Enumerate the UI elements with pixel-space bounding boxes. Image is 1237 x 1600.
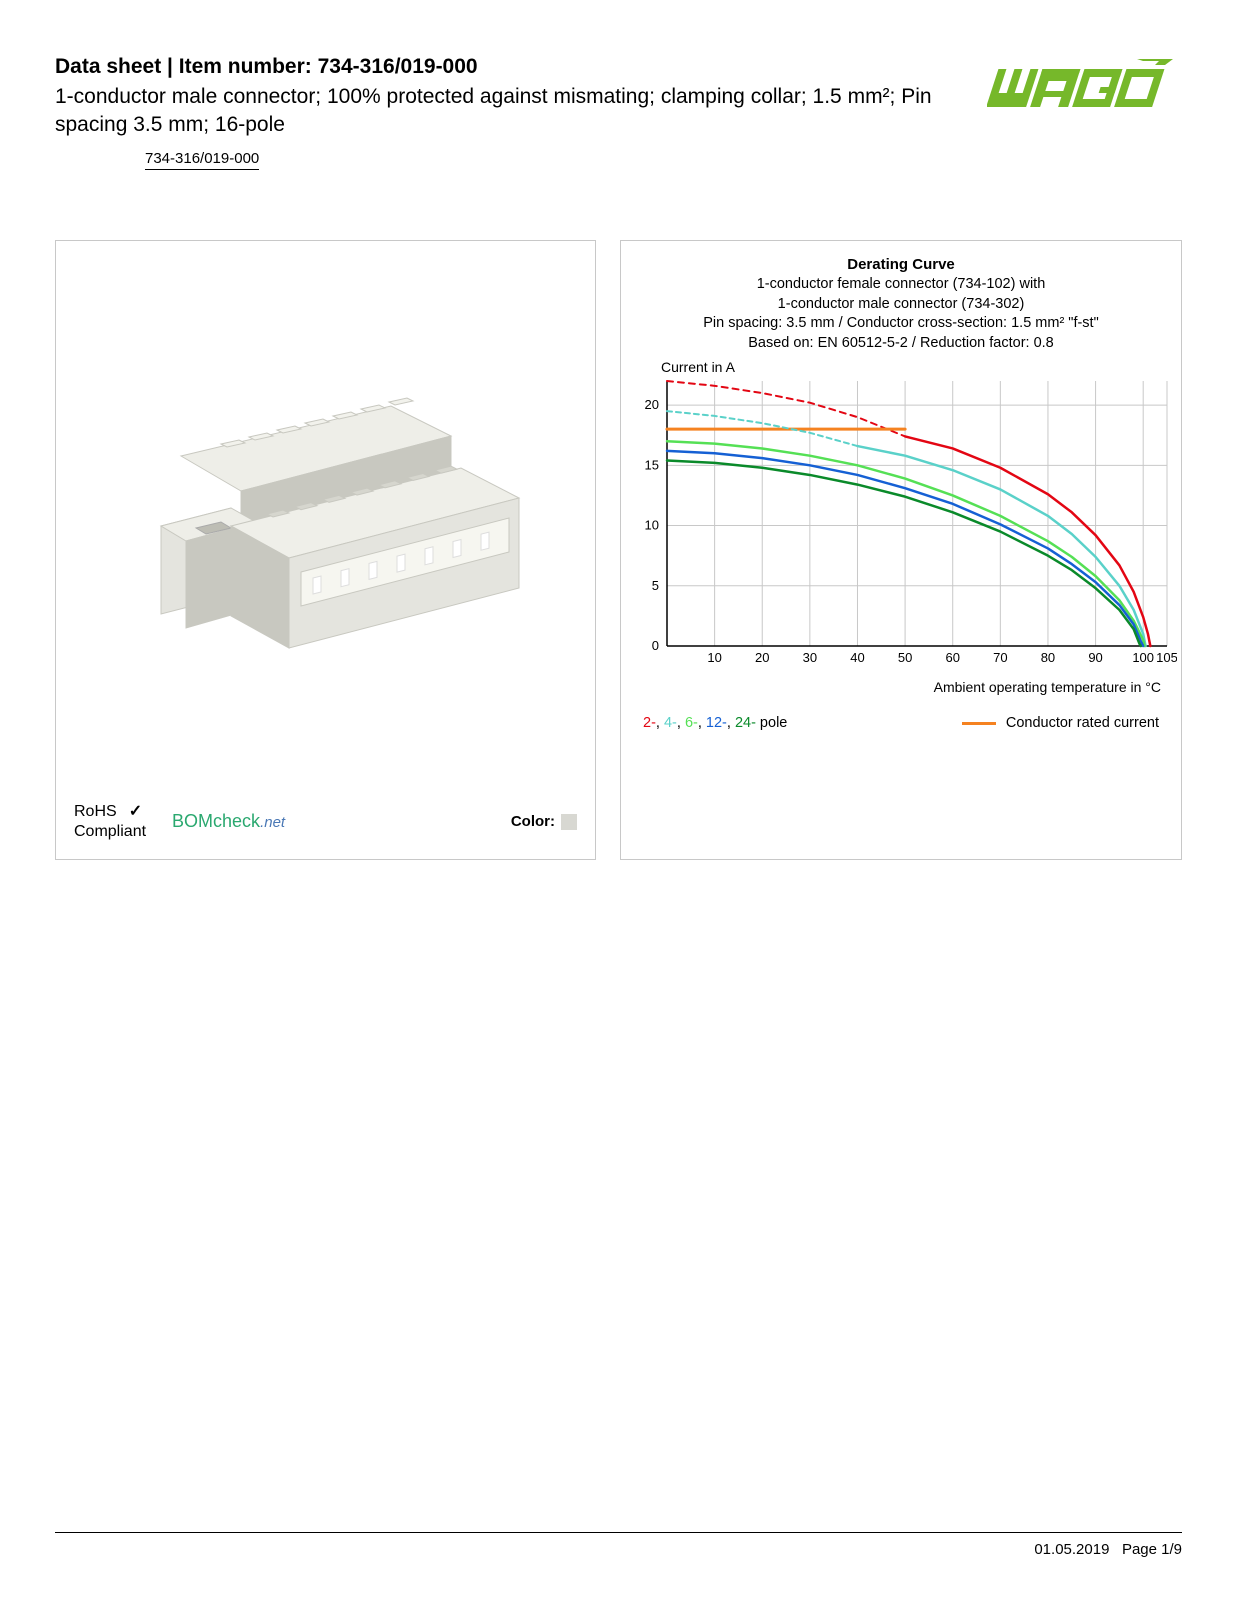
svg-text:40: 40 [850,650,864,665]
svg-text:20: 20 [645,397,659,412]
svg-text:60: 60 [945,650,959,665]
svg-text:15: 15 [645,458,659,473]
panels-row: RoHS ✓ Compliant BOMcheck.net Color: Dera… [55,240,1182,860]
chart-panel: Derating Curve 1-conductor female connec… [620,240,1182,860]
svg-text:0: 0 [652,638,659,653]
color-indicator: Color: [511,813,577,830]
chart-sub3: Pin spacing: 3.5 mm / Conductor cross-se… [635,314,1167,334]
rohs-compliant-label: RoHS ✓ Compliant [74,802,146,840]
chart-sub1: 1-conductor female connector (734-102) w… [635,275,1167,295]
product-image [74,259,577,793]
svg-text:50: 50 [898,650,912,665]
svg-text:70: 70 [993,650,1007,665]
title-prefix: Data sheet [55,55,161,78]
legend-rated-text: Conductor rated current [1006,715,1159,731]
bomcheck-link[interactable]: BOMcheck.net [172,811,285,832]
svg-text:20: 20 [755,650,769,665]
legend-poles: 2-, 4-, 6-, 12-, 24- pole [643,715,787,731]
bomcheck-suffix: .net [260,814,285,831]
page-title: Data sheet | Item number: 734-316/019-00… [55,55,947,79]
header: Data sheet | Item number: 734-316/019-00… [55,55,1182,170]
svg-text:10: 10 [645,518,659,533]
chart-plot: 10203040506070809010010505101520 [635,379,1167,675]
check-icon: ✓ [129,803,142,820]
compliance-row: RoHS ✓ Compliant BOMcheck.net Color: [74,792,577,840]
footer-date: 01.05.2019 [1034,1541,1109,1558]
chart-title: Derating Curve [635,255,1167,275]
legend-line-icon [962,722,996,725]
color-label-text: Color: [511,813,555,830]
chart-sub2: 1-conductor male connector (734-302) [635,295,1167,315]
subtitle: 1-conductor male connector; 100% protect… [55,83,947,140]
svg-text:100: 100 [1132,650,1154,665]
title-item-number: 734-316/019-000 [318,55,478,78]
title-label: Item number: [179,55,318,78]
svg-text:10: 10 [707,650,721,665]
header-text: Data sheet | Item number: 734-316/019-00… [55,55,987,170]
svg-text:105: 105 [1156,650,1177,665]
svg-text:30: 30 [803,650,817,665]
rohs-text: RoHS [74,803,117,820]
svg-text:80: 80 [1041,650,1055,665]
chart-header: Derating Curve 1-conductor female connec… [635,255,1167,354]
svg-text:5: 5 [652,578,659,593]
x-axis-label: Ambient operating temperature in °C [635,679,1167,695]
chart-legend: 2-, 4-, 6-, 12-, 24- pole Conductor rate… [635,715,1167,731]
product-panel: RoHS ✓ Compliant BOMcheck.net Color: [55,240,596,860]
chart-sub4: Based on: EN 60512-5-2 / Reduction facto… [635,334,1167,354]
legend-rated: Conductor rated current [962,715,1159,731]
y-axis-label: Current in A [635,359,1167,375]
color-swatch [561,814,577,830]
rohs-compliant-text: Compliant [74,823,146,840]
wago-logo [987,55,1182,110]
title-sep: | [161,55,179,78]
svg-text:90: 90 [1088,650,1102,665]
item-number-link[interactable]: 734-316/019-000 [145,150,259,170]
footer-page: Page 1/9 [1122,1541,1182,1558]
page-footer: 01.05.2019 Page 1/9 [55,1532,1182,1558]
bomcheck-main: BOMcheck [172,811,260,831]
